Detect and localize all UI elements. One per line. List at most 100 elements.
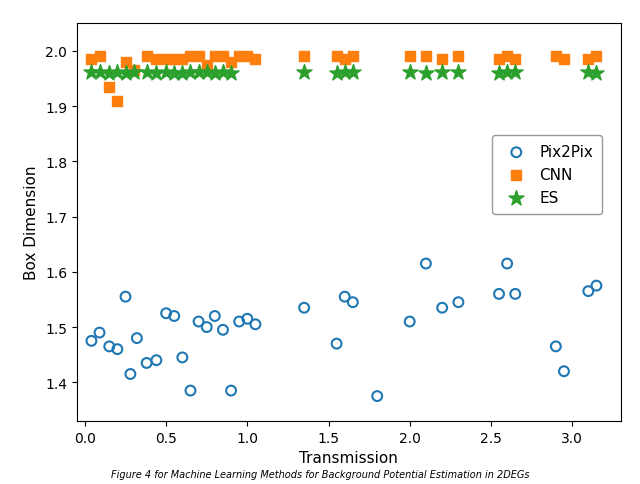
Pix2Pix — [583, 287, 593, 295]
ES — [104, 70, 115, 77]
CNN — [141, 53, 152, 61]
Pix2Pix — [112, 346, 122, 353]
Pix2Pix — [332, 340, 342, 348]
ES — [218, 69, 228, 76]
Pix2Pix — [210, 313, 220, 320]
ES — [129, 69, 139, 76]
Pix2Pix — [186, 387, 196, 394]
Pix2Pix — [340, 293, 350, 301]
CNN — [161, 56, 172, 64]
Y-axis label: Box Dimension: Box Dimension — [24, 166, 40, 280]
ES — [453, 69, 463, 76]
Pix2Pix — [591, 282, 602, 290]
ES — [193, 69, 204, 76]
Pix2Pix — [421, 260, 431, 268]
CNN — [218, 53, 228, 61]
Pix2Pix — [226, 387, 236, 394]
ES — [186, 69, 196, 76]
CNN — [112, 97, 122, 105]
Pix2Pix — [120, 293, 131, 301]
CNN — [299, 53, 309, 61]
CNN — [250, 56, 260, 64]
ES — [161, 69, 172, 76]
Pix2Pix — [559, 368, 569, 376]
Pix2Pix — [551, 343, 561, 350]
ES — [151, 70, 161, 77]
ES — [404, 69, 415, 76]
ES — [177, 70, 188, 77]
Pix2Pix — [372, 393, 382, 400]
Pix2Pix — [125, 370, 136, 378]
Pix2Pix — [250, 321, 260, 329]
Legend: Pix2Pix, CNN, ES: Pix2Pix, CNN, ES — [492, 136, 602, 214]
ES — [120, 70, 131, 77]
Pix2Pix — [193, 318, 204, 326]
Pix2Pix — [242, 315, 252, 323]
CNN — [559, 56, 569, 64]
CNN — [494, 56, 504, 64]
CNN — [437, 56, 447, 64]
CNN — [340, 56, 350, 64]
Pix2Pix — [161, 310, 172, 318]
Pix2Pix — [151, 357, 161, 364]
CNN — [404, 53, 415, 61]
CNN — [332, 53, 342, 61]
CNN — [202, 61, 212, 69]
CNN — [104, 84, 115, 91]
CNN — [502, 53, 512, 61]
ES — [112, 69, 122, 76]
Pix2Pix — [218, 326, 228, 334]
ES — [95, 69, 105, 76]
X-axis label: Transmission: Transmission — [300, 450, 398, 465]
CNN — [453, 53, 463, 61]
Pix2Pix — [202, 323, 212, 331]
CNN — [169, 56, 179, 64]
CNN — [210, 53, 220, 61]
CNN — [234, 53, 244, 61]
ES — [86, 69, 97, 76]
CNN — [421, 53, 431, 61]
Pix2Pix — [104, 343, 115, 350]
ES — [169, 70, 179, 77]
Pix2Pix — [169, 313, 179, 320]
CNN — [151, 56, 161, 64]
Pix2Pix — [299, 304, 309, 312]
ES — [510, 69, 520, 76]
Pix2Pix — [141, 359, 152, 367]
ES — [502, 69, 512, 76]
CNN — [193, 53, 204, 61]
Pix2Pix — [86, 337, 97, 345]
CNN — [583, 56, 593, 64]
ES — [340, 69, 350, 76]
Pix2Pix — [494, 290, 504, 298]
ES — [421, 70, 431, 77]
CNN — [348, 53, 358, 61]
Pix2Pix — [510, 290, 520, 298]
CNN — [551, 53, 561, 61]
CNN — [120, 59, 131, 67]
Pix2Pix — [502, 260, 512, 268]
ES — [202, 69, 212, 76]
CNN — [129, 67, 139, 75]
Pix2Pix — [132, 334, 142, 342]
Pix2Pix — [404, 318, 415, 326]
CNN — [95, 53, 105, 61]
Pix2Pix — [95, 329, 105, 337]
CNN — [242, 53, 252, 61]
CNN — [226, 59, 236, 67]
Pix2Pix — [437, 304, 447, 312]
CNN — [86, 56, 97, 64]
ES — [591, 70, 602, 77]
Text: Figure 4 for Machine Learning Methods for Background Potential Estimation in 2DE: Figure 4 for Machine Learning Methods fo… — [111, 469, 529, 479]
ES — [226, 70, 236, 77]
ES — [141, 69, 152, 76]
ES — [348, 69, 358, 76]
Pix2Pix — [348, 299, 358, 306]
CNN — [186, 53, 196, 61]
CNN — [591, 53, 602, 61]
ES — [494, 70, 504, 77]
CNN — [510, 56, 520, 64]
ES — [583, 69, 593, 76]
Pix2Pix — [453, 299, 463, 306]
ES — [332, 70, 342, 77]
